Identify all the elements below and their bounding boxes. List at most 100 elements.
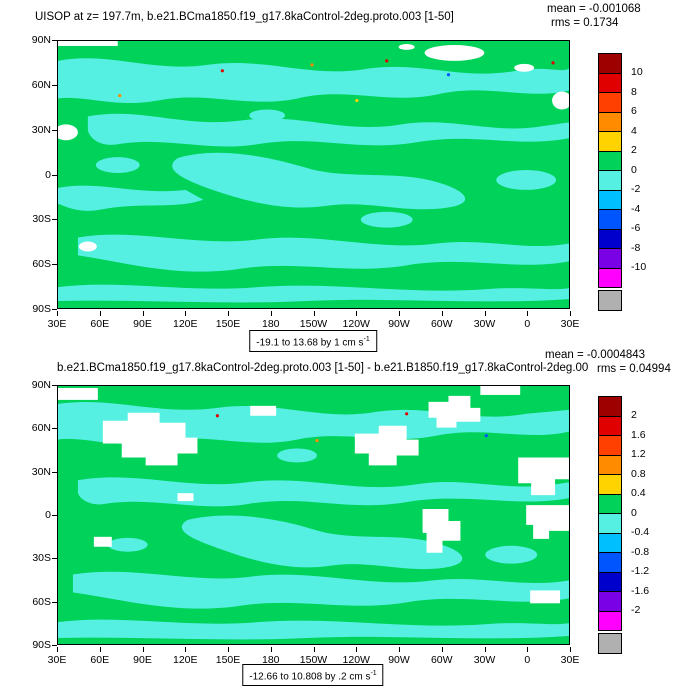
top-xtick-label: 90W: [388, 318, 410, 330]
bottom-colorbar-label: 0.4: [631, 487, 646, 499]
bottom-colorbar-cell: [598, 474, 622, 495]
bottom-colorbar-label: -1.6: [631, 584, 650, 597]
bottom-range-exp: -1: [370, 670, 377, 677]
bottom-ytick-mark: [52, 428, 57, 430]
top-colorbar-label: -10: [631, 261, 647, 273]
bottom-mean-stat: mean = -0.0004843: [545, 349, 646, 361]
bottom-contour-range-label: -12.66 to 10.808 by .2 cm s-1: [242, 664, 384, 687]
top-ytick-label: 60N: [31, 78, 51, 91]
top-colorbar-cell: [598, 111, 622, 132]
top-xtick-mark: [270, 311, 272, 316]
top-ytick-mark: [52, 40, 57, 41]
bottom-xtick-label: 30E: [560, 654, 580, 666]
top-ytick-mark: [52, 174, 57, 176]
top-colorbar-label: -2: [631, 183, 641, 195]
bottom-ytick-mark: [52, 515, 57, 516]
bottom-xtick-mark: [185, 647, 187, 652]
top-xtick-mark: [527, 311, 529, 316]
top-xtick-label: 150E: [215, 318, 241, 330]
top-ytick-mark: [52, 129, 57, 131]
top-xtick-label: 180: [261, 318, 280, 330]
top-colorbar-cell: [598, 72, 622, 93]
bottom-colorbar-cell: [598, 532, 622, 553]
top-range-exp: -1: [363, 336, 370, 343]
bottom-colorbar-cell: [598, 435, 622, 456]
bottom-ytick-label: 90N: [31, 379, 51, 391]
top-colorbar-cell: [598, 228, 622, 249]
bottom-colorbar-cell: [598, 610, 622, 631]
top-ytick-label: 90S: [32, 303, 51, 315]
top-xtick-label: 120W: [342, 318, 370, 330]
bottom-xtick-mark: [399, 647, 400, 652]
top-colorbar-label: 2: [631, 144, 637, 156]
top-ytick-label: 0: [45, 168, 51, 181]
top-ytick-label: 30S: [32, 213, 51, 226]
bottom-colorbar-label: 2: [631, 409, 637, 421]
bottom-xtick-mark: [313, 647, 315, 652]
bottom-ytick-label: 30N: [31, 465, 51, 478]
top-colorbar-label: 10: [631, 66, 643, 78]
bottom-colorbar-cell: [598, 513, 622, 534]
top-title: UISOP at z= 197.7m, b.e21.BCma1850.f19_g…: [35, 11, 454, 23]
top-colorbar-cell: [598, 170, 622, 191]
bottom-xtick-label: 0: [524, 654, 531, 666]
bottom-ytick-mark: [52, 558, 57, 560]
bottom-colorbar-cell: [598, 493, 622, 514]
top-xtick-mark: [441, 311, 443, 316]
top-xtick-mark: [313, 311, 315, 316]
top-colorbar-cell: [598, 150, 622, 171]
bottom-ytick-mark: [52, 385, 57, 386]
bottom-xtick-mark: [356, 647, 358, 652]
top-xtick-mark: [185, 311, 187, 316]
top-ytick-label: 90N: [31, 34, 51, 46]
top-xtick-mark: [356, 311, 358, 316]
bottom-xtick-label: 60W: [430, 654, 453, 666]
bottom-colorbar-cell: [598, 591, 622, 612]
bottom-ytick-label: 90S: [32, 639, 51, 651]
top-colorbar-label: 4: [631, 124, 637, 137]
top-xtick-label: 60E: [90, 318, 110, 330]
top-xtick-label: 90E: [133, 318, 152, 330]
bottom-map: [57, 385, 570, 645]
bottom-xtick-mark: [441, 647, 443, 652]
top-colorbar-cell: [598, 189, 622, 210]
top-xtick-mark: [99, 311, 101, 316]
top-map-svg: [58, 41, 569, 308]
bottom-colorbar-cell: [598, 454, 622, 475]
bottom-xtick-label: 180: [261, 654, 280, 666]
bottom-xtick-label: 90E: [133, 654, 152, 666]
bottom-map-svg: [58, 386, 569, 644]
bottom-ytick-mark: [52, 645, 57, 646]
top-colorbar-label: 0: [631, 163, 637, 176]
bottom-ytick-label: 60S: [32, 595, 51, 608]
bottom-ytick-mark: [52, 601, 57, 603]
top-xtick-mark: [399, 311, 400, 316]
top-xtick-mark: [142, 311, 144, 316]
bottom-colorbar-cell: [598, 396, 622, 417]
bottom-xtick-label: 150E: [215, 654, 241, 666]
top-colorbar-cell: [598, 267, 622, 288]
top-colorbar-cell: [598, 53, 622, 74]
top-xtick-mark: [57, 311, 58, 316]
bottom-xtick-label: 60E: [90, 654, 110, 666]
top-colorbar-label: -4: [631, 202, 641, 215]
bottom-ytick-label: 0: [45, 509, 51, 521]
bottom-xtick-label: 30E: [47, 654, 67, 666]
top-xtick-label: 0: [524, 318, 531, 330]
top-xtick-label: 120E: [172, 318, 198, 330]
bottom-ytick-label: 60N: [31, 422, 51, 435]
top-ytick-label: 30N: [31, 123, 51, 136]
top-xtick-mark: [570, 311, 571, 316]
bottom-title: b.e21.BCma1850.f19_g17.8kaControl-2deg.p…: [57, 362, 589, 374]
bottom-xtick-label: 150W: [299, 654, 328, 666]
bottom-colorbar-label: 1.6: [631, 428, 646, 441]
bottom-xtick-label: 90W: [388, 654, 410, 666]
top-colorbar-cell: [598, 209, 622, 230]
top-colorbar-cell: [598, 248, 622, 269]
bottom-ytick-mark: [52, 471, 57, 473]
top-colorbar-label: 6: [631, 105, 637, 117]
top-colorbar-label: 8: [631, 85, 637, 98]
top-ytick-mark: [52, 219, 57, 221]
bottom-range-text: -12.66 to 10.808 by .2 cm s: [249, 671, 371, 683]
top-xtick-label: 150W: [299, 318, 328, 330]
